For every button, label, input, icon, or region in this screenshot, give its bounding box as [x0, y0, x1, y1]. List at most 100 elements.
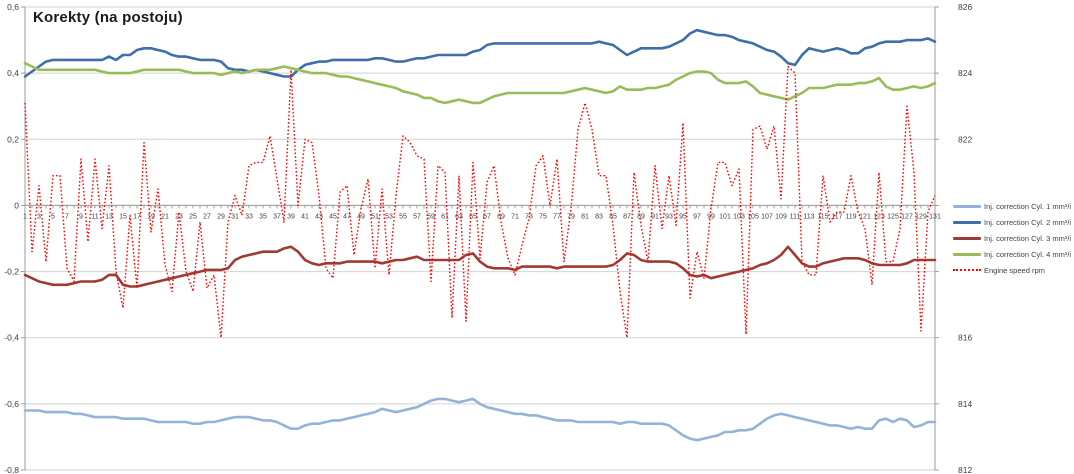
left-axis-label: -0,2 [4, 267, 19, 277]
x-axis-label: 109 [775, 213, 787, 220]
x-axis-label: 61 [441, 213, 449, 220]
right-axis-label: 826 [958, 2, 972, 12]
legend-item-cyl1: Inj. correction Cyl. 1 mm³/i [953, 198, 1074, 214]
legend-swatch-cyl2-line [953, 220, 981, 224]
x-axis-label: 83 [595, 213, 603, 220]
x-axis-label: 75 [539, 213, 547, 220]
legend-label: Inj. correction Cyl. 1 mm³/i [984, 201, 1072, 211]
x-axis-label: 65 [469, 213, 477, 220]
x-axis-label: 125 [887, 213, 899, 220]
x-axis-label: 103 [733, 213, 745, 220]
x-axis-label: 119 [845, 213, 856, 220]
legend-item-engine-speed: Engine speed rpm [953, 262, 1074, 278]
x-axis-label: 91 [651, 213, 659, 220]
x-axis-label: 111 [790, 213, 801, 220]
x-axis-label: 7 [65, 213, 69, 220]
x-axis-label: 93 [665, 213, 673, 220]
x-axis-label: 69 [497, 213, 505, 220]
left-axis-label: -0,8 [4, 465, 19, 474]
x-axis-label: 35 [259, 213, 267, 220]
x-axis-label: 115 [817, 213, 828, 220]
x-axis-label: 71 [511, 213, 519, 220]
x-axis-label: 11 [91, 213, 98, 220]
x-axis-label: 17 [133, 213, 141, 220]
x-axis-label: 15 [119, 213, 127, 220]
left-axis-label: 0,4 [7, 68, 19, 78]
right-axis-label: 812 [958, 465, 972, 474]
left-axis-label: -0,6 [4, 399, 19, 409]
right-axis-label: 814 [958, 399, 972, 409]
x-axis-label: 123 [873, 213, 885, 220]
legend-item-cyl4: Inj. correction Cyl. 4 mm³/i [953, 246, 1074, 262]
x-axis-label: 129 [915, 213, 927, 220]
x-axis-label: 67 [483, 213, 491, 220]
x-axis-label: 13 [105, 213, 113, 220]
x-axis-label: 31 [231, 213, 239, 220]
left-axis-label: 0 [14, 200, 19, 210]
x-axis-label: 85 [609, 213, 617, 220]
x-axis-label: 1 [23, 213, 27, 220]
x-axis-label: 5 [51, 213, 55, 220]
legend-swatch-cyl1-line [953, 204, 981, 208]
chart-title: Korekty (na postoju) [33, 9, 183, 26]
x-axis-label: 97 [693, 213, 701, 220]
legend-label: Inj. correction Cyl. 2 mm³/i [984, 217, 1072, 227]
legend-swatch-cyl3-line [953, 236, 981, 240]
x-axis-label: 45 [329, 213, 337, 220]
x-axis-label: 101 [719, 213, 731, 220]
x-axis-label: 51 [371, 213, 379, 220]
right-axis-label: 822 [958, 134, 972, 144]
x-axis-label: 127 [901, 213, 913, 220]
x-axis-label: 29 [217, 213, 225, 220]
x-axis-label: 121 [859, 213, 871, 220]
right-axis-label: 824 [958, 68, 972, 78]
x-axis-label: 77 [553, 213, 561, 220]
legend-label: Engine speed rpm [984, 265, 1045, 275]
legend-swatch-engine-dotted-line [953, 269, 981, 271]
legend: Inj. correction Cyl. 1 mm³/i Inj. correc… [953, 198, 1074, 278]
legend-label: Inj. correction Cyl. 4 mm³/i [984, 249, 1072, 259]
x-axis-label: 33 [245, 213, 253, 220]
x-axis-label: 63 [455, 213, 463, 220]
x-axis-label: 79 [567, 213, 575, 220]
x-axis-label: 131 [929, 213, 941, 220]
legend-item-cyl2: Inj. correction Cyl. 2 mm³/i [953, 214, 1074, 230]
series-line [23, 28, 937, 78]
x-axis-label: 107 [761, 213, 773, 220]
x-axis-label: 21 [161, 213, 169, 220]
series-line [23, 245, 937, 288]
x-axis-label: 3 [37, 213, 41, 220]
x-axis-label: 81 [581, 213, 589, 220]
x-axis-label: 37 [273, 213, 281, 220]
right-axis-label: 816 [958, 333, 972, 343]
series-line [24, 65, 936, 339]
series-line [23, 61, 937, 105]
x-axis-label: 87 [623, 213, 631, 220]
x-axis-label: 95 [679, 213, 687, 220]
x-axis-label: 25 [189, 213, 197, 220]
x-axis-label: 41 [301, 213, 309, 220]
x-axis-label: 47 [343, 213, 351, 220]
legend-swatch-cyl4-line [953, 252, 981, 256]
series-line [23, 397, 937, 442]
x-axis-label: 99 [707, 213, 715, 220]
x-axis-label: 19 [147, 213, 155, 220]
x-axis-label: 57 [413, 213, 421, 220]
left-axis-label: -0,4 [4, 333, 19, 343]
x-axis-label: 53 [385, 213, 393, 220]
x-axis-label: 43 [315, 213, 323, 220]
x-axis-label: 59 [427, 213, 435, 220]
legend-item-cyl3: Inj. correction Cyl. 3 mm³/i [953, 230, 1074, 246]
left-axis-label: 0,2 [7, 134, 19, 144]
legend-label: Inj. correction Cyl. 3 mm³/i [984, 233, 1072, 243]
x-axis-label: 105 [747, 213, 759, 220]
x-axis-label: 117 [831, 213, 842, 220]
x-axis-label: 113 [803, 213, 814, 220]
x-axis-label: 55 [399, 213, 407, 220]
x-axis-label: 89 [637, 213, 645, 220]
left-axis-label: 0,6 [7, 2, 19, 12]
x-axis-label: 27 [203, 213, 211, 220]
x-axis-label: 9 [79, 213, 83, 220]
